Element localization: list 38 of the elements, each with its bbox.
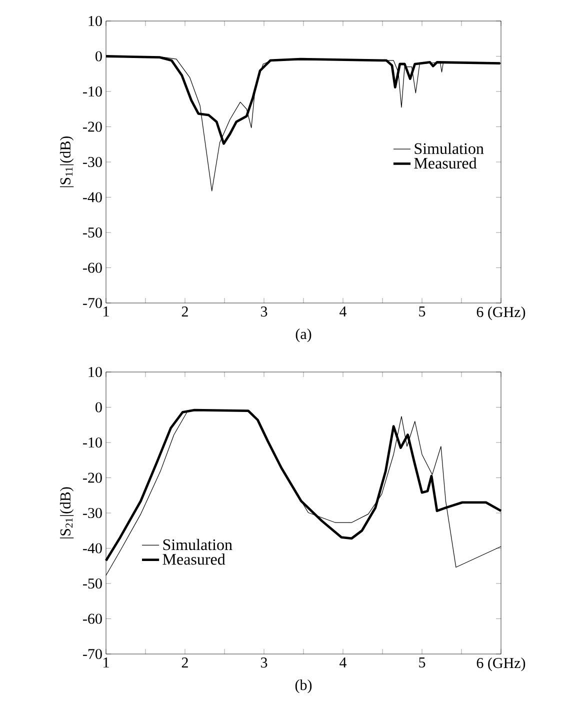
x-tick-label: 4 (340, 306, 347, 316)
y-tick-label: -50 (83, 227, 102, 238)
legend-label: Simulation (414, 142, 484, 154)
x-tick-label: 6 (GHz) (476, 306, 526, 320)
y-tick-label: 10 (88, 16, 102, 26)
y-tick-label: 0 (96, 51, 102, 62)
y-tick-label: 10 (88, 366, 102, 378)
y-axis-title: |S$_{11}$|(dB) (60, 136, 74, 188)
y-axis-title: |S$_{21}$|(dB) (60, 487, 74, 538)
y-tick-label: -30 (83, 508, 102, 518)
x-tick-label: 1 (104, 658, 109, 668)
x-tick-label: 2 (182, 658, 188, 668)
y-tick-label: -30 (83, 156, 102, 168)
x-tick-label: 5 (419, 306, 426, 316)
legend-label: Simulation (163, 538, 232, 550)
y-tick-label: -60 (83, 262, 102, 273)
y-tick-label: -20 (83, 472, 102, 483)
y-tick-label: 0 (96, 402, 102, 412)
legend-label: Measured (162, 553, 226, 565)
x-tick-label: 1 (104, 306, 109, 316)
y-tick-label: -50 (83, 578, 102, 589)
y-tick-label: -10 (83, 86, 102, 97)
y-tick-label: -40 (83, 192, 102, 202)
text: (b) (295, 680, 312, 694)
y-tick-label: -20 (83, 122, 102, 132)
x-tick-label: 2 (182, 306, 188, 316)
x-tick-label: 5 (419, 658, 426, 668)
x-tick-label: 3 (260, 658, 268, 668)
x-tick-label: 4 (340, 658, 347, 668)
y-tick-label: -60 (83, 614, 102, 624)
x-tick-label: 3 (260, 306, 268, 317)
text: (a) (296, 328, 312, 342)
y-tick-label: -40 (83, 543, 102, 554)
legend-label: Measured (414, 157, 477, 169)
y-tick-label: -70 (83, 648, 102, 660)
y-tick-label: -70 (83, 298, 102, 308)
x-tick-label: 6 (GHz) (476, 658, 526, 672)
y-tick-label: -10 (83, 437, 102, 448)
